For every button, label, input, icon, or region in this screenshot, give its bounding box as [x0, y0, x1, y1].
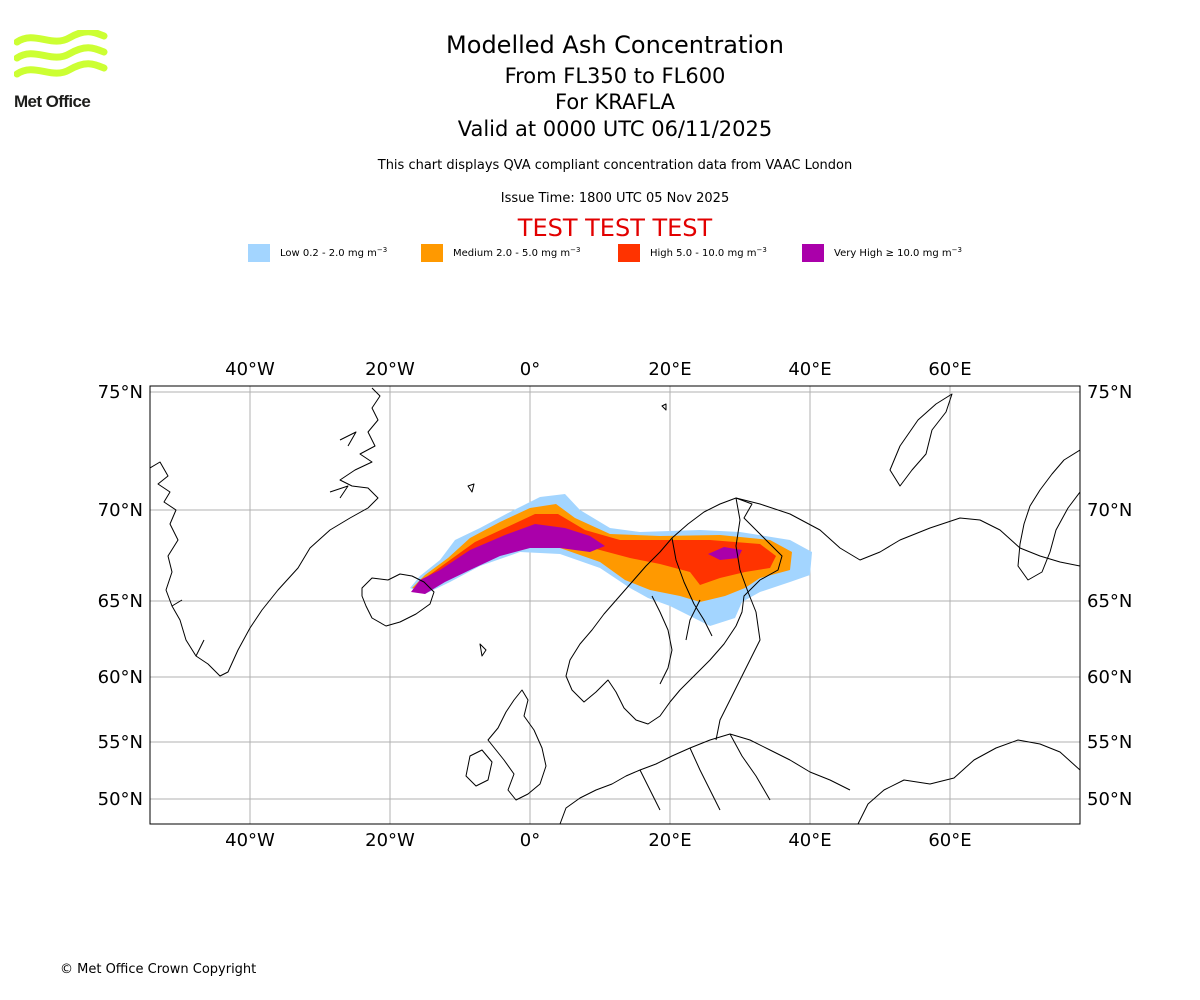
greenland-coastline	[150, 387, 381, 677]
greenland-fjords	[171, 431, 357, 657]
lon-tick-label-top: 60°E	[928, 359, 971, 380]
lat-tick-label-right: 70°N	[1087, 500, 1132, 521]
russia-south-coastline	[857, 739, 1080, 824]
lon-tick-label-top: 0°	[520, 359, 540, 380]
issue-time: Issue Time: 1800 UTC 05 Nov 2025	[500, 191, 730, 206]
chart-title: Modelled Ash Concentration	[446, 31, 784, 59]
lon-tick-label-top: 40°W	[225, 359, 275, 380]
map-background	[150, 386, 1080, 824]
iceland-coastline	[361, 573, 435, 627]
legend-label-very-high: Very High ≥ 10.0 mg m	[834, 248, 952, 259]
legend-unit-exponent: −3	[376, 246, 388, 254]
kola-coastline	[735, 497, 1080, 567]
volcano-name: For KRAFLA	[555, 90, 675, 114]
map-frame	[149, 385, 1081, 825]
flight-level-range: From FL350 to FL600	[504, 64, 726, 88]
lon-tick-label-bottom: 0°	[520, 830, 540, 851]
coastlines	[150, 387, 1080, 824]
lat-tick-label-right: 65°N	[1087, 591, 1132, 612]
gulf-of-bothnia	[651, 595, 701, 685]
lat-tick-label-left: 50°N	[98, 789, 143, 810]
test-banner: TEST TEST TEST	[517, 214, 713, 242]
legend-unit-exponent: −3	[756, 246, 767, 254]
legend-unit-exponent: −3	[570, 246, 581, 254]
lat-tick-label-left: 60°N	[98, 667, 143, 688]
lon-tick-label-top: 20°W	[365, 359, 415, 380]
legend-label-low: Low 0.2 - 2.0 mg m	[280, 248, 377, 259]
legend-swatch-medium	[421, 244, 443, 262]
lat-tick-label-right: 75°N	[1087, 382, 1132, 403]
logo-waves-icon	[13, 28, 108, 78]
british-isles-coastline	[465, 689, 547, 801]
scandinavia-coastline	[565, 497, 783, 725]
legend-label-medium: Medium 2.0 - 5.0 mg m	[453, 248, 571, 259]
lat-tick-label-left: 70°N	[98, 500, 143, 521]
copyright-notice: © Met Office Crown Copyright	[60, 962, 257, 977]
lat-tick-label-right: 55°N	[1087, 732, 1132, 753]
logo-text: Met Office	[14, 92, 91, 111]
lat-tick-label-left: 55°N	[98, 732, 143, 753]
legend-swatch-very-high	[802, 244, 824, 262]
lon-tick-label-top: 20°E	[648, 359, 691, 380]
lat-tick-label-right: 60°N	[1087, 667, 1132, 688]
legend-swatch-low	[248, 244, 270, 262]
lat-tick-label-left: 65°N	[98, 591, 143, 612]
lat-tick-label-left: 75°N	[98, 382, 143, 403]
legend-unit-exponent: −3	[951, 246, 962, 254]
lon-tick-label-bottom: 40°W	[225, 830, 275, 851]
lon-tick-label-top: 40°E	[788, 359, 831, 380]
ash-area-high	[414, 514, 776, 590]
met-office-logo: Met Office	[13, 28, 108, 112]
lon-tick-label-bottom: 20°E	[648, 830, 691, 851]
lon-tick-label-bottom: 20°W	[365, 830, 415, 851]
island-coastline	[467, 403, 667, 657]
legend-swatch-high	[618, 244, 640, 262]
ash-area-very-high	[411, 524, 742, 594]
novaya-zemlya-coastline	[1017, 449, 1080, 581]
lon-tick-label-bottom: 60°E	[928, 830, 971, 851]
svalbard-coastline	[889, 393, 953, 487]
qva-note: This chart displays QVA compliant concen…	[377, 158, 853, 173]
legend-label-high: High 5.0 - 10.0 mg m	[650, 248, 757, 259]
lat-tick-label-right: 50°N	[1087, 789, 1132, 810]
country-borders	[639, 497, 771, 811]
lon-tick-label-bottom: 40°E	[788, 830, 831, 851]
europe-coastline	[559, 733, 851, 824]
valid-time: Valid at 0000 UTC 06/11/2025	[457, 117, 773, 141]
